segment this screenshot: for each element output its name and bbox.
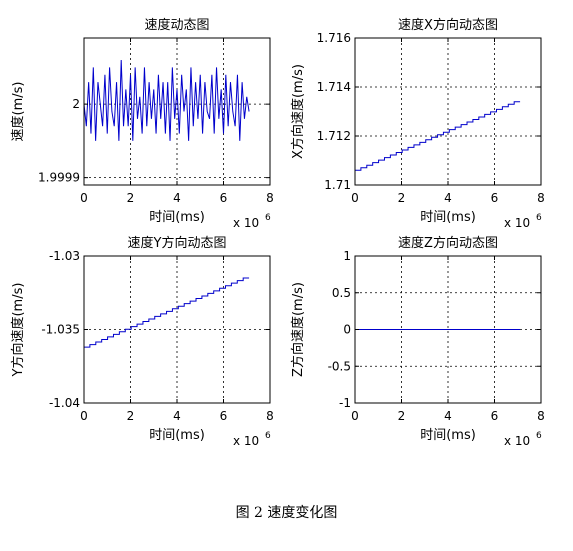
speed-y-xtick-label: 8 <box>266 409 274 423</box>
speed-z-ytick-label: -0.5 <box>328 359 351 373</box>
speed-x-x-multiplier: x 10 <box>504 216 530 230</box>
speed-z-ytick-label: 0 <box>343 323 351 337</box>
speed-x-ytick-label: 1.714 <box>317 80 351 94</box>
speed-xtick-label: 8 <box>266 191 274 205</box>
speed-x-multiplier-exp: 6 <box>265 213 271 223</box>
speed-ylabel: 速度(m/s) <box>10 82 26 142</box>
speed-xtick-label: 6 <box>220 191 228 205</box>
speed-x-ytick-label: 1.712 <box>317 129 351 143</box>
speed-y-ylabel: Y方向速度(m/s) <box>10 283 26 378</box>
speed-x-xtick-label: 0 <box>351 191 359 205</box>
speed-ytick-label: 1.9999 <box>38 171 80 185</box>
speed-z-x-multiplier-exp: 6 <box>536 431 542 441</box>
speed-y-plot-area <box>84 256 270 403</box>
speed-x-x-multiplier-exp: 6 <box>536 213 542 223</box>
speed-z-xtick-label: 0 <box>351 409 359 423</box>
speed-y-ytick-label: -1.035 <box>41 323 80 337</box>
speed-z-xtick-label: 6 <box>491 409 499 423</box>
speed-x-multiplier: x 10 <box>233 216 259 230</box>
speed-series-line <box>83 60 250 141</box>
speed-x-xtick-label: 8 <box>537 191 545 205</box>
speed-ytick-label: 2 <box>72 97 80 111</box>
speed-xtick-label: 4 <box>173 191 181 205</box>
speed-y-x-multiplier: x 10 <box>233 434 259 448</box>
speed-y-ytick-label: -1.03 <box>49 249 80 263</box>
speed-y-title: 速度Y方向动态图 <box>128 235 227 251</box>
speed-z-xtick-label: 2 <box>398 409 406 423</box>
speed-x-plot-area <box>355 38 541 185</box>
speed-z-xtick-label: 8 <box>537 409 545 423</box>
speed-z-ylabel: Z方向速度(m/s) <box>290 282 306 377</box>
speed-x-ytick-label: 1.71 <box>324 178 351 192</box>
speed-z-ytick-label: 1 <box>343 249 351 263</box>
speed-y-xtick-label: 2 <box>127 409 135 423</box>
speed-x-xtick-label: 4 <box>444 191 452 205</box>
speed-y-xlabel: 时间(ms) <box>149 428 205 443</box>
speed-y-xtick-label: 6 <box>220 409 228 423</box>
speed-xtick-label: 0 <box>80 191 88 205</box>
speed-x-title: 速度X方向动态图 <box>398 17 498 33</box>
speed-y-series-line <box>84 277 250 348</box>
speed-y-xtick-label: 0 <box>80 409 88 423</box>
speed-x-xtick-label: 2 <box>398 191 406 205</box>
figure-caption: 图 2 速度变化图 <box>235 505 338 521</box>
speed-y-x-multiplier-exp: 6 <box>265 431 271 441</box>
speed-xtick-label: 2 <box>127 191 135 205</box>
speed-x-xlabel: 时间(ms) <box>420 210 476 225</box>
speed-x-ytick-label: 1.716 <box>317 31 351 45</box>
speed-z-xlabel: 时间(ms) <box>420 428 476 443</box>
speed-title: 速度动态图 <box>144 17 209 33</box>
speed-xlabel: 时间(ms) <box>149 210 205 225</box>
speed-x-xtick-label: 6 <box>491 191 499 205</box>
speed-z-ytick-label: -1 <box>339 396 351 410</box>
speed-y-xtick-label: 4 <box>173 409 181 423</box>
speed-z-ytick-label: 0.5 <box>332 286 351 300</box>
speed-y-ytick-label: -1.04 <box>49 396 80 410</box>
speed-x-ylabel: X方向速度(m/s) <box>290 64 306 159</box>
speed-z-x-multiplier: x 10 <box>504 434 530 448</box>
speed-z-title: 速度Z方向动态图 <box>398 235 498 251</box>
speed-x-series-line <box>355 101 521 171</box>
speed-z-xtick-label: 4 <box>444 409 452 423</box>
